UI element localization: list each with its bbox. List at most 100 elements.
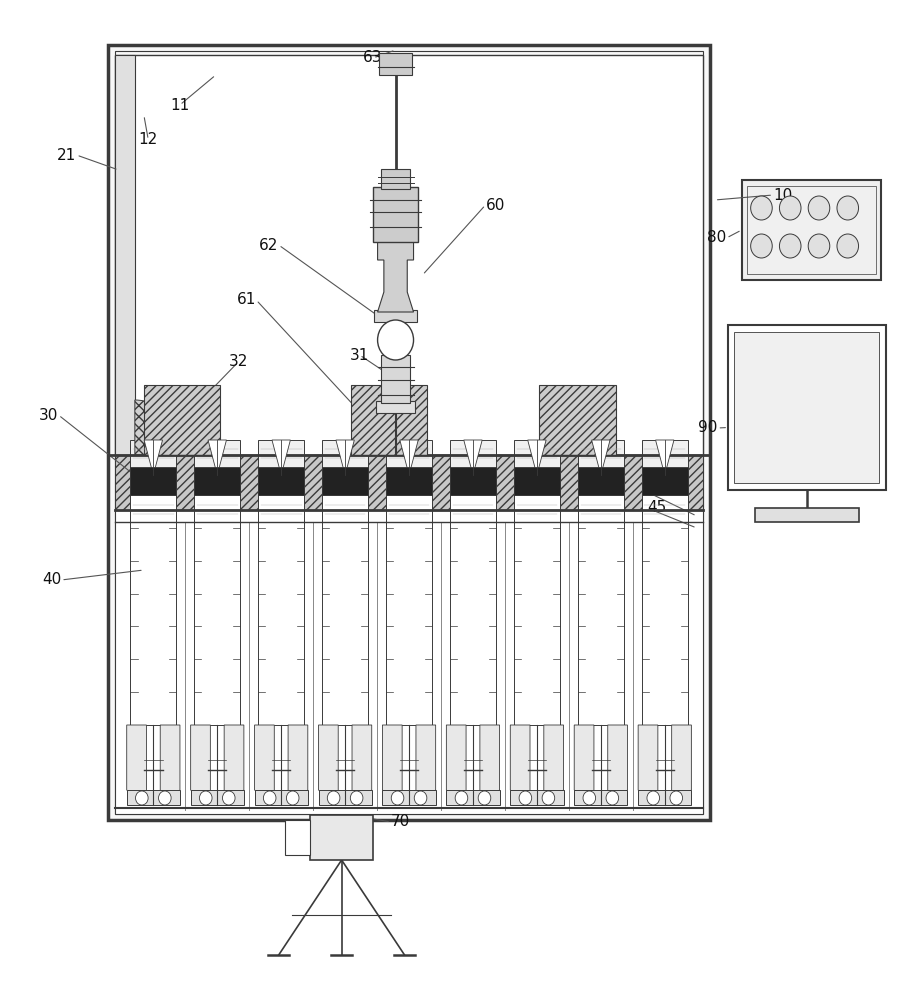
Circle shape (200, 791, 212, 805)
Circle shape (751, 196, 772, 220)
Bar (382, 790, 436, 805)
Polygon shape (400, 440, 418, 475)
Polygon shape (638, 725, 658, 805)
Text: 31: 31 (350, 348, 369, 362)
Text: 12: 12 (138, 132, 158, 147)
Circle shape (414, 791, 427, 805)
Circle shape (837, 196, 859, 220)
Text: 63: 63 (363, 50, 383, 66)
Text: 62: 62 (259, 237, 279, 252)
Circle shape (837, 234, 859, 258)
Bar (381, 355, 410, 403)
Text: 70: 70 (391, 814, 410, 830)
Text: 45: 45 (647, 500, 666, 516)
Bar (578, 495, 624, 725)
Bar (514, 467, 560, 495)
Bar (115, 55, 135, 455)
Bar (322, 440, 368, 523)
Text: 32: 32 (228, 355, 248, 369)
Bar (578, 467, 624, 495)
Bar (115, 510, 703, 814)
Circle shape (779, 196, 801, 220)
Bar (318, 790, 371, 805)
Bar (130, 467, 176, 495)
Circle shape (583, 791, 596, 805)
Polygon shape (288, 725, 307, 805)
Bar (728, 325, 886, 490)
Polygon shape (574, 725, 594, 805)
Text: 11: 11 (170, 98, 190, 112)
Bar (108, 45, 710, 820)
Bar (194, 440, 240, 523)
Bar (374, 310, 417, 322)
Bar (130, 440, 176, 523)
Text: 40: 40 (42, 572, 61, 587)
Polygon shape (127, 725, 147, 805)
Text: 13: 13 (210, 792, 230, 808)
Polygon shape (544, 725, 564, 805)
Circle shape (542, 791, 555, 805)
Text: 61: 61 (236, 292, 256, 308)
Circle shape (158, 791, 171, 805)
Bar (310, 815, 373, 860)
Polygon shape (352, 725, 371, 805)
Wedge shape (135, 400, 184, 455)
Polygon shape (592, 440, 610, 475)
Polygon shape (160, 725, 180, 805)
Polygon shape (672, 725, 691, 805)
Polygon shape (224, 725, 244, 805)
Polygon shape (416, 725, 436, 805)
Circle shape (287, 791, 299, 805)
Bar (755, 508, 859, 522)
Bar (574, 790, 628, 805)
Bar (191, 790, 244, 805)
Polygon shape (447, 725, 466, 805)
Circle shape (351, 791, 363, 805)
Bar (258, 440, 304, 523)
Bar (322, 467, 368, 495)
Polygon shape (144, 440, 163, 475)
Bar (511, 790, 564, 805)
Bar (115, 51, 703, 814)
Circle shape (455, 791, 467, 805)
Polygon shape (378, 240, 414, 312)
Bar (258, 467, 304, 495)
Polygon shape (655, 440, 674, 475)
Bar (386, 440, 432, 523)
Bar (194, 495, 240, 725)
Bar (642, 467, 688, 495)
Text: 90: 90 (698, 420, 717, 436)
Circle shape (478, 791, 491, 805)
Circle shape (808, 234, 830, 258)
Bar (127, 790, 180, 805)
Bar (747, 186, 876, 274)
Bar (386, 495, 432, 725)
Bar (514, 440, 560, 523)
Polygon shape (528, 440, 546, 475)
Circle shape (519, 791, 531, 805)
Polygon shape (208, 440, 227, 475)
Bar (734, 332, 879, 483)
Bar (130, 495, 176, 725)
Circle shape (136, 791, 148, 805)
Circle shape (263, 791, 276, 805)
Bar (642, 495, 688, 725)
Bar (447, 790, 500, 805)
Bar (638, 790, 691, 805)
Bar (642, 440, 688, 523)
Bar (450, 495, 496, 725)
Bar (115, 55, 703, 455)
Bar (742, 180, 881, 280)
Circle shape (327, 791, 340, 805)
Text: 30: 30 (39, 408, 58, 422)
Bar (144, 385, 220, 455)
Polygon shape (318, 725, 338, 805)
Bar (258, 495, 304, 725)
Polygon shape (336, 440, 354, 475)
Circle shape (391, 791, 404, 805)
Text: 80: 80 (708, 231, 726, 245)
Polygon shape (382, 725, 402, 805)
Bar (450, 440, 496, 523)
Circle shape (751, 234, 772, 258)
Polygon shape (608, 725, 628, 805)
